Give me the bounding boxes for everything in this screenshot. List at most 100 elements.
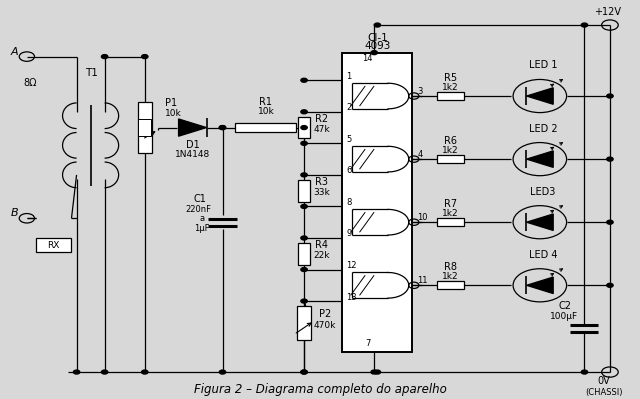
Text: R4: R4 [316,240,328,250]
Text: 5: 5 [346,135,351,144]
Text: A: A [10,47,18,57]
Circle shape [371,51,378,55]
Circle shape [607,283,613,287]
Circle shape [301,268,307,271]
Bar [437,281,464,289]
Circle shape [301,236,307,240]
Circle shape [371,370,378,374]
Circle shape [301,370,307,374]
Text: 2: 2 [346,103,351,112]
Circle shape [220,126,226,130]
Text: R7: R7 [444,199,457,209]
Text: +12V: +12V [595,7,621,17]
Circle shape [141,370,148,374]
Text: Figura 2 – Diagrama completo do aparelho: Figura 2 – Diagrama completo do aparelho [193,383,447,396]
Circle shape [374,370,381,374]
Text: B: B [10,208,18,218]
Text: 14: 14 [362,53,373,63]
Text: 1k: 1k [140,123,150,132]
Bar [297,306,311,340]
Text: LED 2: LED 2 [529,124,557,134]
Circle shape [301,299,307,303]
Text: 1k2: 1k2 [442,146,459,155]
Bar [298,243,310,265]
Bar [138,102,152,153]
Circle shape [220,126,226,130]
Text: 8: 8 [346,198,351,207]
Bar [298,180,310,201]
Text: 10k: 10k [164,109,181,118]
Circle shape [301,370,307,374]
Circle shape [301,204,307,208]
Text: 1μF: 1μF [195,224,210,233]
Text: 10k: 10k [257,107,274,116]
Text: C2: C2 [559,301,572,311]
Text: P1: P1 [164,98,177,108]
Text: 4: 4 [417,150,423,159]
Bar [437,218,464,226]
Circle shape [581,370,588,374]
Circle shape [607,220,613,224]
Text: 33k: 33k [314,188,330,197]
Text: R3: R3 [316,177,328,187]
Text: 1k2: 1k2 [442,83,459,92]
Text: RX: RX [47,241,60,250]
Text: 220nF: 220nF [186,205,211,214]
Text: 22k: 22k [314,251,330,260]
Text: 13: 13 [346,292,356,302]
Circle shape [301,126,307,130]
Text: 1k2: 1k2 [442,272,459,281]
Text: 470k: 470k [314,320,336,330]
Text: 1k2: 1k2 [442,209,459,218]
Text: (CHASSI): (CHASSI) [585,388,622,397]
Text: 11: 11 [417,277,428,285]
Bar [342,53,412,352]
Text: C1: C1 [194,194,207,205]
Circle shape [301,78,307,82]
Text: R1: R1 [259,97,273,107]
Text: 3: 3 [417,87,423,96]
Text: 100μF: 100μF [550,312,578,321]
Circle shape [101,55,108,59]
Bar [36,238,72,252]
Circle shape [141,55,148,59]
Text: 4093: 4093 [364,41,390,51]
Bar [437,92,464,100]
Bar [138,119,151,136]
Text: a: a [200,214,205,223]
Circle shape [301,110,307,114]
Circle shape [374,23,381,27]
Text: 47k: 47k [314,124,330,134]
Circle shape [301,173,307,177]
Text: T1: T1 [85,68,99,78]
Text: 1N4148: 1N4148 [175,150,210,159]
Text: R8: R8 [444,262,457,273]
Text: 1: 1 [346,72,351,81]
Text: R6: R6 [444,136,457,146]
Polygon shape [527,277,553,294]
Text: R2: R2 [316,114,328,124]
Circle shape [101,370,108,374]
Text: LED 1: LED 1 [529,60,557,71]
Circle shape [607,157,613,161]
Text: 0V: 0V [597,376,610,386]
Text: CI-1: CI-1 [367,33,388,43]
Polygon shape [527,88,553,104]
Polygon shape [179,119,207,136]
Polygon shape [527,214,553,231]
Text: 10: 10 [417,213,428,222]
Circle shape [74,370,80,374]
Circle shape [220,370,226,374]
Text: R5: R5 [444,73,457,83]
Text: 8Ω: 8Ω [23,78,37,88]
Text: 6: 6 [346,166,351,175]
Bar [236,123,296,132]
Bar [437,155,464,163]
Text: LED 4: LED 4 [529,250,557,260]
Bar [298,117,310,138]
Circle shape [581,23,588,27]
Text: LED3: LED3 [531,187,556,197]
Circle shape [301,141,307,145]
Text: P2: P2 [319,309,332,319]
Circle shape [607,94,613,98]
